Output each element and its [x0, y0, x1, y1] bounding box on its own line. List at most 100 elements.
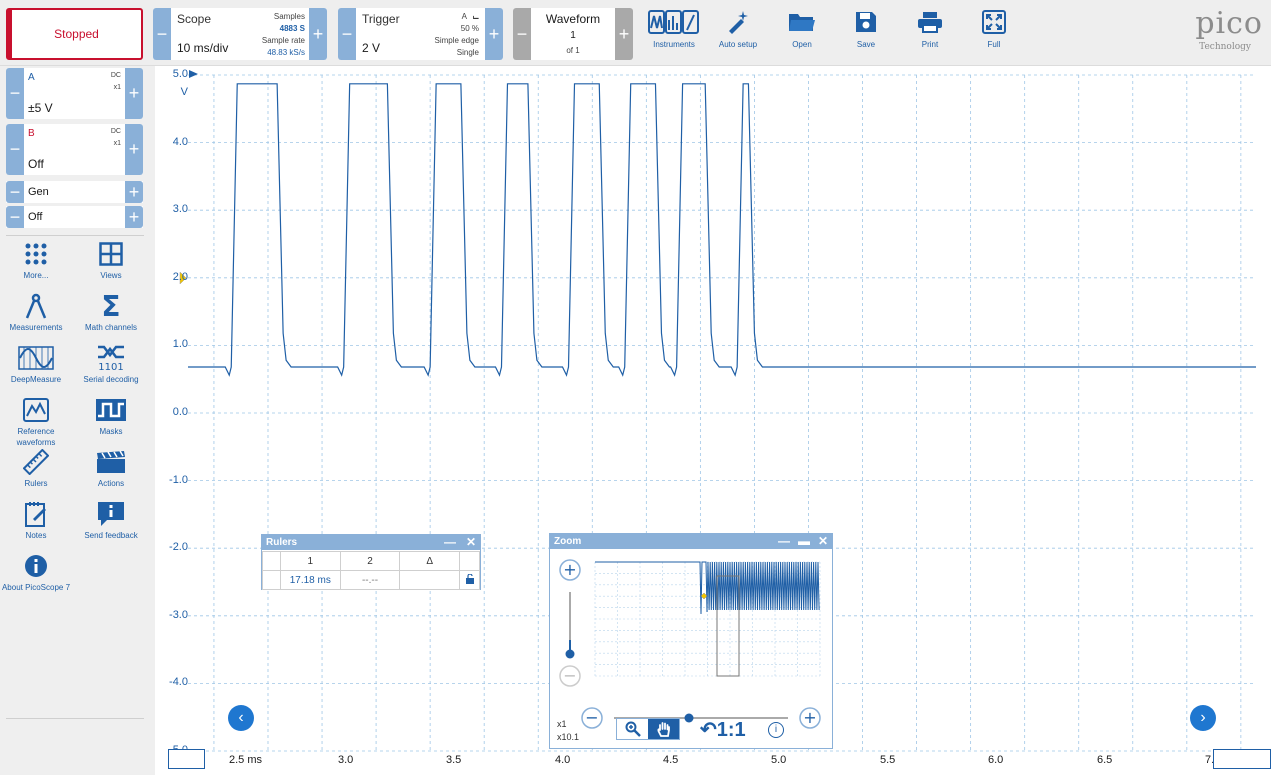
trigger-level-value[interactable]: 2 V	[362, 41, 381, 55]
timebase-value[interactable]: 10 ms/div	[177, 41, 229, 55]
tool-actions[interactable]: Actions	[76, 448, 146, 489]
zoom-overview[interactable]: + − − +	[550, 550, 832, 748]
channel-b-range[interactable]: Off	[28, 157, 44, 171]
generator-decrease-button[interactable]: −	[6, 181, 24, 203]
tool-about[interactable]: About PicoScope 7	[1, 552, 71, 593]
print-button[interactable]: Print	[900, 8, 960, 58]
clapperboard-icon	[76, 448, 146, 476]
rulers-col-header: 2	[339, 551, 401, 571]
unlock-icon[interactable]	[459, 570, 480, 590]
tool-rulers[interactable]: Rulers	[1, 448, 71, 489]
trigger-decrease-button[interactable]: −	[338, 8, 356, 60]
generator-state-decrease-button[interactable]: −	[6, 206, 24, 228]
tool-math-channels[interactable]: Σ Math channels	[76, 290, 146, 333]
tool-masks[interactable]: Masks	[76, 396, 146, 437]
scroll-right-box[interactable]	[1213, 749, 1271, 769]
x-tick-label: 5.0	[771, 754, 787, 766]
trigger-increase-button[interactable]: +	[485, 8, 503, 60]
timebase-increase-button[interactable]: +	[309, 8, 327, 60]
close-icon[interactable]: ✕	[465, 535, 476, 549]
waveform-index[interactable]: 1	[570, 30, 576, 41]
tool-reference-waveforms[interactable]: Reference waveforms	[1, 396, 71, 448]
ruler-delta-value	[399, 570, 461, 590]
rulers-col-header: 1	[279, 551, 341, 571]
open-button[interactable]: Open	[772, 8, 832, 58]
x-tick-label: 2.5 ms	[229, 754, 263, 766]
rulers-col-header: Δ	[399, 551, 461, 571]
waveform-next-button[interactable]: +	[615, 8, 633, 60]
y-tick-label: 1.0	[172, 338, 188, 350]
channel-a-range[interactable]: ±5 V	[28, 101, 53, 115]
magnifier-icon	[625, 721, 641, 737]
info-icon	[1, 552, 71, 580]
instruments-button[interactable]: Instruments	[644, 8, 704, 58]
rulers-panel-header[interactable]: Rulers — ✕	[262, 535, 480, 550]
maximize-icon[interactable]: ▬	[798, 534, 810, 548]
save-button[interactable]: Save	[836, 8, 896, 58]
minimize-icon[interactable]: —	[444, 535, 456, 549]
folder-icon	[772, 8, 832, 36]
zoom-window-rect	[716, 575, 740, 677]
channel-b-coupling: DC	[110, 128, 121, 135]
trigger-type: Simple edge	[434, 36, 479, 45]
channel-a-decrease-button[interactable]: −	[6, 68, 24, 119]
generator-state[interactable]: Off	[28, 211, 43, 223]
x-tick-label: 5.5	[880, 754, 896, 766]
tool-serial-decoding[interactable]: 1101 Serial decoding	[76, 344, 146, 385]
zoom-reset-button[interactable]: ↶1:1	[700, 717, 746, 742]
y-tick-label: -4.0	[169, 676, 188, 688]
waveform-control: − Waveform 1 of 1 +	[513, 8, 633, 60]
zoom-in-horizontal-button	[799, 707, 821, 729]
rulers-panel[interactable]: Rulers — ✕ 1 2 Δ 17.18 ms --.--	[261, 534, 481, 590]
minimize-icon[interactable]: —	[778, 534, 790, 548]
tool-more[interactable]: More...	[1, 240, 71, 281]
waveform-prev-button[interactable]: −	[513, 8, 531, 60]
waveform-count: of 1	[566, 46, 580, 55]
scroll-right-button[interactable]: ›	[1190, 705, 1216, 731]
channel-b-increase-button[interactable]: +	[125, 124, 143, 175]
generator-state-row: − Off +	[6, 206, 143, 228]
tool-views[interactable]: Views	[76, 240, 146, 281]
zoom-tool-button[interactable]	[617, 719, 648, 739]
ruler-icon	[1, 448, 71, 476]
print-label: Print	[921, 40, 939, 49]
measurements-icon	[1, 292, 71, 320]
ruler-2-value: --.--	[339, 570, 401, 590]
channel-b-probe: x1	[113, 140, 121, 147]
zoom-info-icon[interactable]: i	[768, 722, 784, 738]
close-icon[interactable]: ✕	[817, 534, 828, 548]
zoom-panel-header[interactable]: Zoom — ▬ ✕	[550, 534, 832, 549]
chevron-right-icon: ›	[1200, 709, 1206, 726]
svg-text:1101: 1101	[98, 362, 123, 371]
y-axis-top-marker	[189, 70, 198, 78]
pan-tool-button[interactable]	[648, 719, 679, 739]
full-screen-button[interactable]: Full	[964, 8, 1024, 58]
channel-a-control[interactable]: − A DC x1 ±5 V +	[6, 68, 143, 119]
svg-text:+: +	[563, 560, 576, 579]
open-label: Open	[792, 40, 812, 49]
channel-a-increase-button[interactable]: +	[125, 68, 143, 119]
scroll-left-button[interactable]: ‹	[228, 705, 254, 731]
channel-b-decrease-button[interactable]: −	[6, 124, 24, 175]
run-stop-button[interactable]: Stopped	[6, 8, 143, 60]
timebase-decrease-button[interactable]: −	[153, 8, 171, 60]
zoom-y-factor: x10.1	[557, 732, 580, 742]
logo-text: pico	[1195, 6, 1263, 41]
generator-state-increase-button[interactable]: +	[125, 206, 143, 228]
zoom-panel[interactable]: Zoom — ▬ ✕ + − − + x1 x10.1	[549, 533, 833, 749]
sidebar-divider	[6, 235, 144, 236]
timebase-control: − Scope 10 ms/div Samples 4883 S Sample …	[153, 8, 327, 60]
channel-b-control[interactable]: − B DC x1 Off +	[6, 124, 143, 175]
auto-setup-button[interactable]: Auto setup	[708, 8, 768, 58]
x-tick-label: 6.5	[1097, 754, 1113, 766]
generator-increase-button[interactable]: +	[125, 181, 143, 203]
reference-waveforms-icon	[1, 396, 71, 424]
fullscreen-icon	[964, 8, 1024, 36]
scroll-left-box[interactable]	[168, 749, 205, 769]
left-sidebar: − A DC x1 ±5 V + − B DC x1 Off + − Gen +…	[0, 66, 150, 775]
tool-send-feedback[interactable]: Send feedback	[76, 500, 146, 541]
tool-notes[interactable]: Notes	[1, 500, 71, 541]
tool-deepmeasure[interactable]: DeepMeasure	[1, 344, 71, 385]
trigger-percent: 50 %	[460, 24, 479, 33]
tool-measurements[interactable]: Measurements	[1, 292, 71, 333]
